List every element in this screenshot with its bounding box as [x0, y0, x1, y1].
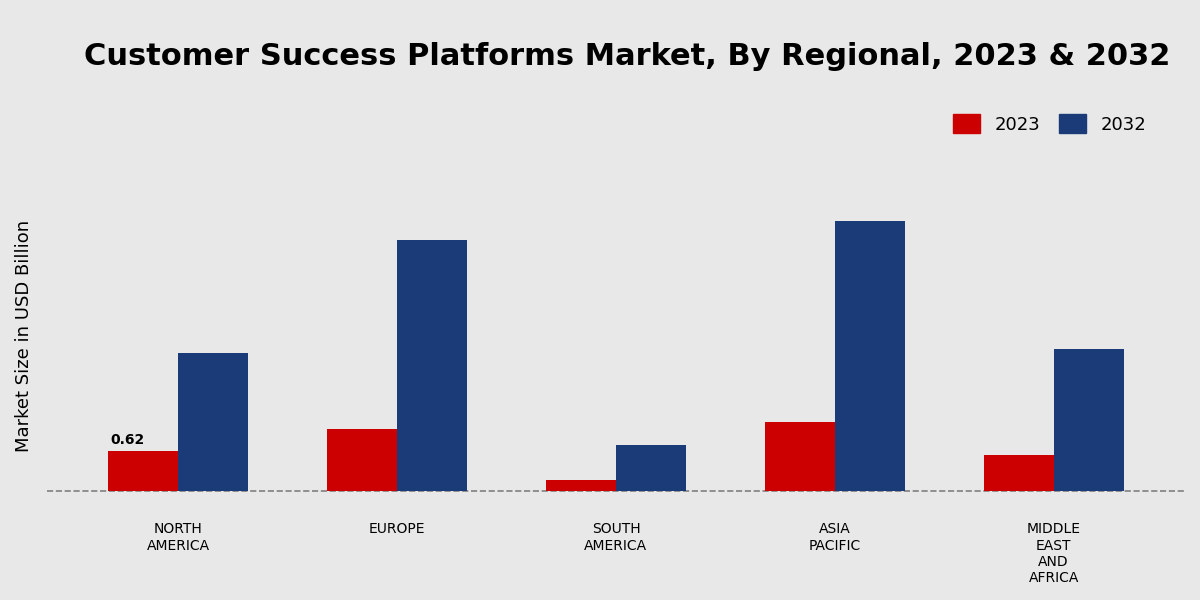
Bar — [835, 221, 905, 491]
Bar — [108, 451, 179, 491]
Text: Customer Success Platforms Market, By Regional, 2023 & 2032: Customer Success Platforms Market, By Re… — [84, 42, 1170, 71]
Legend: 2023, 2032: 2023, 2032 — [946, 107, 1153, 141]
Bar — [616, 445, 686, 491]
Bar — [984, 455, 1054, 491]
Bar — [764, 422, 835, 491]
Bar — [328, 429, 397, 491]
Bar — [397, 241, 467, 491]
Bar — [546, 479, 616, 491]
Bar — [179, 353, 248, 491]
Bar — [1054, 349, 1123, 491]
Y-axis label: Market Size in USD Billion: Market Size in USD Billion — [14, 220, 34, 452]
Text: 0.62: 0.62 — [110, 433, 145, 447]
